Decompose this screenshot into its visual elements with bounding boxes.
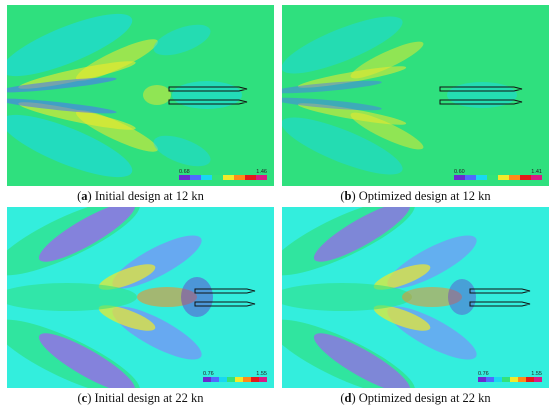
caption-d: (d) Optimized design at 22 kn xyxy=(340,391,491,405)
panel-b-contour-plot: 0.60 1.41 xyxy=(282,5,549,186)
caption-a: (a) Initial design at 12 kn xyxy=(77,189,204,203)
caption-b: (b) Optimized design at 12 kn xyxy=(340,189,491,203)
caption-letter: d xyxy=(344,391,352,405)
hull-outline xyxy=(194,288,256,307)
wave-pattern xyxy=(7,13,242,178)
caption-text: Optimized design at 12 kn xyxy=(358,189,491,203)
colorbar: 0.60 1.41 xyxy=(454,169,542,180)
colorbar: 0.68 1.46 xyxy=(179,169,267,180)
colorbar-min-label: 0.60 xyxy=(454,169,465,175)
colorbar-min-label: 0.68 xyxy=(179,169,190,175)
caption-letter: b xyxy=(344,189,352,203)
wave-pattern xyxy=(282,16,517,175)
caption-letter: c xyxy=(81,391,88,405)
hull-outline xyxy=(168,86,248,105)
colorbar-max-label: 1.55 xyxy=(531,371,542,377)
caption-text: Optimized design at 22 kn xyxy=(358,391,491,405)
caption-letter: a xyxy=(81,189,88,203)
panel-d-contour-plot: 0.76 1.55 xyxy=(282,207,549,388)
panel-c-contour-plot: 0.76 1.55 xyxy=(7,207,274,388)
panel-a-contour-plot: 0.68 1.46 xyxy=(7,5,274,186)
colorbar-max-label: 1.55 xyxy=(256,371,267,377)
colorbar-min-label: 0.76 xyxy=(478,371,489,377)
colorbar: 0.76 1.55 xyxy=(203,371,267,382)
colorbar-max-label: 1.41 xyxy=(531,169,542,175)
colorbar-max-label: 1.46 xyxy=(256,169,267,175)
colorbar-min-label: 0.76 xyxy=(203,371,214,377)
caption-text: Initial design at 22 kn xyxy=(94,391,204,405)
wave-pattern xyxy=(282,207,477,388)
colorbar: 0.76 1.55 xyxy=(478,371,542,382)
hull-outline xyxy=(439,86,523,105)
caption-c: (c) Initial design at 22 kn xyxy=(77,391,204,405)
hull-outline xyxy=(469,288,531,307)
wave-pattern xyxy=(7,207,213,388)
caption-text: Initial design at 12 kn xyxy=(94,189,204,203)
